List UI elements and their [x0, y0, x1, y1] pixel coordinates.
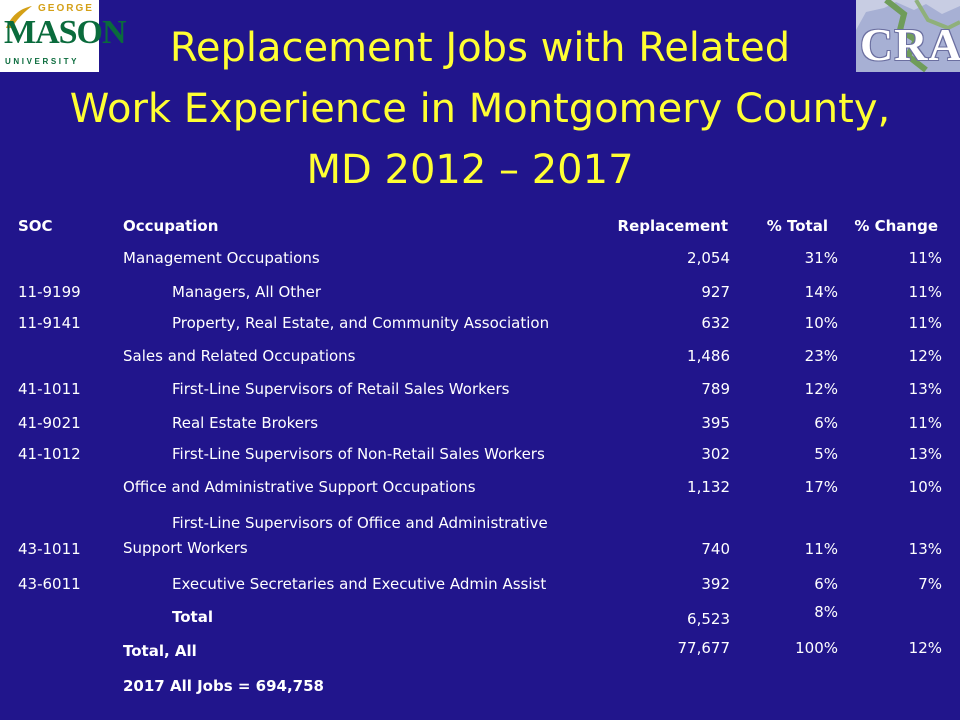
total-all-label: Total, All	[123, 642, 197, 660]
row-pct-total: 11%	[804, 540, 838, 558]
row-pct-change: 7%	[918, 575, 942, 593]
row-pct-total: 14%	[804, 283, 838, 301]
george-mason-logo: GEORGE MASON UNIVERSITY	[0, 0, 127, 72]
row-occupation-line-2: Support Workers	[123, 539, 248, 557]
row-replacement: 1,132	[687, 478, 730, 496]
total-replacement: 6,523	[687, 610, 730, 628]
row-soc: 43-6011	[18, 575, 81, 593]
cra-logo-text: CRA	[860, 19, 960, 70]
header-pct-total: % Total	[766, 217, 828, 235]
row-occupation: Real Estate Brokers	[172, 414, 319, 432]
row-pct-total: 10%	[804, 314, 838, 332]
row-pct-total: 6%	[814, 414, 838, 432]
row-replacement: 740	[701, 540, 730, 558]
row-occupation: Property, Real Estate, and Community Ass…	[172, 314, 550, 332]
row-replacement: 789	[701, 380, 730, 398]
row-pct-total: 23%	[804, 347, 838, 365]
header-occupation: Occupation	[123, 217, 219, 235]
total-pct-total: 8%	[814, 603, 838, 621]
total-all-replacement: 77,677	[677, 639, 731, 657]
row-occupation: Management Occupations	[123, 249, 320, 267]
row-pct-change: 13%	[908, 540, 942, 558]
gmu-logo-main: MASON	[4, 14, 127, 51]
row-pct-change: 13%	[908, 445, 942, 463]
row-soc: 11-9199	[18, 283, 81, 301]
row-pct-change: 11%	[908, 249, 942, 267]
header-soc: SOC	[18, 217, 53, 235]
row-pct-change: 10%	[908, 478, 942, 496]
row-pct-change: 11%	[908, 283, 942, 301]
gmu-logo-bottom: UNIVERSITY	[5, 57, 80, 66]
row-pct-total: 17%	[804, 478, 838, 496]
title-line-1: Replacement Jobs with Related	[169, 25, 791, 71]
header-replacement: Replacement	[617, 217, 728, 235]
page-title: Replacement Jobs with Related Work Exper…	[20, 18, 940, 201]
header-pct-change: % Change	[854, 217, 938, 235]
row-occupation: Office and Administrative Support Occupa…	[123, 478, 476, 496]
total-label: Total	[172, 608, 213, 626]
row-replacement: 2,054	[687, 249, 730, 267]
total-all-pct-total: 100%	[795, 639, 838, 657]
row-pct-change: 11%	[908, 314, 942, 332]
map-outline-icon	[856, 0, 960, 72]
row-replacement: 632	[701, 314, 730, 332]
gmu-logo-top: GEORGE	[38, 3, 94, 14]
row-pct-change: 13%	[908, 380, 942, 398]
title-line-2: Work Experience in Montgomery County,	[69, 86, 891, 132]
gmu-swoosh-icon	[6, 6, 32, 28]
row-occupation-line-1: First-Line Supervisors of Office and Adm…	[172, 514, 548, 532]
row-soc: 41-1011	[18, 380, 81, 398]
row-pct-total: 31%	[804, 249, 838, 267]
row-pct-total: 5%	[814, 445, 838, 463]
title-line-3: MD 2012 – 2017	[306, 147, 634, 193]
row-occupation: First-Line Supervisors of Non-Retail Sal…	[172, 445, 545, 463]
row-occupation: Managers, All Other	[172, 283, 322, 301]
row-pct-total: 6%	[814, 575, 838, 593]
row-occupation: Executive Secretaries and Executive Admi…	[172, 575, 547, 593]
row-pct-total: 12%	[804, 380, 838, 398]
row-replacement: 395	[701, 414, 730, 432]
all-jobs-note: 2017 All Jobs = 694,758	[123, 677, 324, 695]
row-soc: 11-9141	[18, 314, 81, 332]
row-replacement: 927	[701, 283, 730, 301]
total-all-pct-change: 12%	[908, 639, 942, 657]
row-soc: 43-1011	[18, 540, 81, 558]
cra-logo: CRA	[856, 0, 960, 72]
row-pct-change: 11%	[908, 414, 942, 432]
row-occupation: Sales and Related Occupations	[123, 347, 356, 365]
row-occupation: First-Line Supervisors of Retail Sales W…	[172, 380, 510, 398]
row-replacement: 1,486	[687, 347, 730, 365]
row-soc: 41-9021	[18, 414, 81, 432]
row-replacement: 392	[701, 575, 730, 593]
row-replacement: 302	[701, 445, 730, 463]
row-soc: 41-1012	[18, 445, 81, 463]
row-pct-change: 12%	[908, 347, 942, 365]
